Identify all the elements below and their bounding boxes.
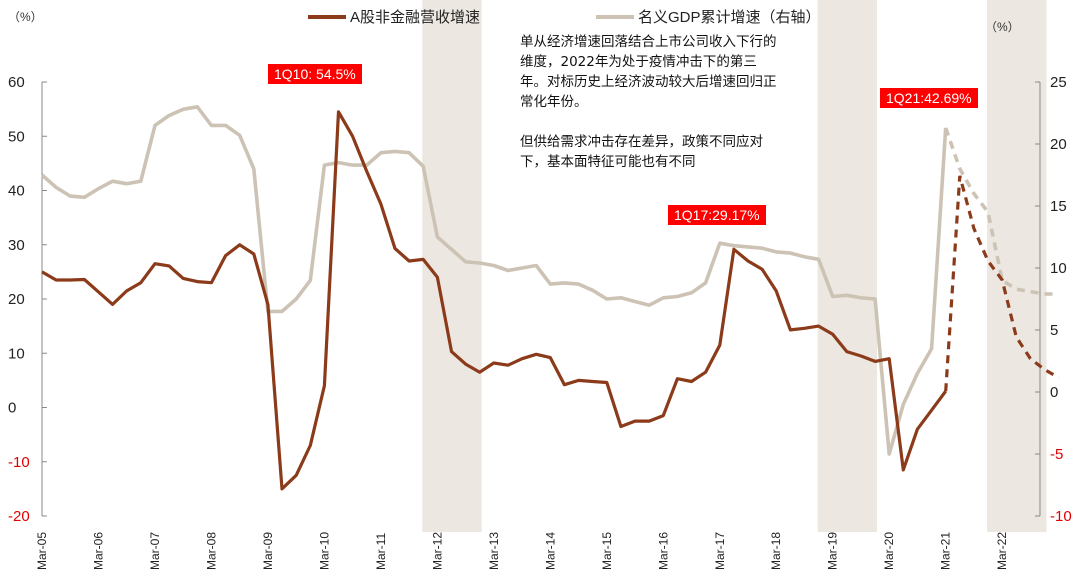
x-tick-label: Mar-22 (995, 532, 1009, 570)
left-tick-label: 60 (8, 74, 25, 91)
x-tick-label: Mar-18 (769, 532, 783, 570)
left-tick-label: 40 (8, 183, 25, 200)
shaded-period (817, 0, 878, 532)
series-line-revenue (41, 110, 947, 491)
right-tick-label: 15 (1050, 198, 1067, 215)
x-tick-label: Mar-13 (487, 532, 501, 570)
left-axis-unit: （%） (8, 10, 43, 24)
x-tick-label: Mar-08 (204, 532, 218, 570)
right-tick-label: -5 (1050, 446, 1063, 463)
note-paragraph-1: 单从经济增速回落结合上市公司收入下行的维度，2022年为处于疫情冲击下的第三年。… (520, 34, 777, 110)
legend-swatch-gdp (596, 14, 634, 19)
left-tick-label: 10 (8, 345, 25, 362)
right-tick-label: 10 (1050, 260, 1067, 277)
x-tick-label: Mar-15 (600, 532, 614, 570)
left-tick-label: 0 (8, 400, 16, 417)
left-tick-label: 50 (8, 128, 25, 145)
x-tick-label: Mar-10 (317, 532, 331, 570)
legend-swatch-revenue (308, 14, 346, 19)
x-tick-label: Mar-05 (35, 532, 49, 570)
commentary-note: 单从经济增速回落结合上市公司收入下行的维度，2022年为处于疫情冲击下的第三年。… (520, 32, 780, 192)
right-tick-label: 0 (1050, 384, 1058, 401)
shaded-period (422, 0, 482, 532)
right-axis-unit: （%） (985, 20, 1020, 34)
legend-label-gdp: 名义GDP累计增速（右轴） (638, 9, 821, 26)
legend-item-revenue: A股非金融营收增速 (308, 6, 480, 27)
x-tick-label: Mar-19 (826, 532, 840, 570)
x-tick-label: Mar-16 (656, 532, 670, 570)
legend-label-revenue: A股非金融营收增速 (350, 9, 481, 26)
left-tick-label: 30 (8, 237, 25, 254)
x-tick-label: Mar-14 (543, 532, 557, 570)
legend-item-gdp: 名义GDP累计增速（右轴） (596, 6, 821, 27)
left-tick-label: -10 (8, 454, 30, 471)
annotation-1q10: 1Q10: 54.5% (268, 64, 362, 84)
note-paragraph-2: 但供给需求冲击存在差异，政策不同应对下，基本面特征可能也有不同 (520, 134, 763, 170)
x-tick-label: Mar-21 (939, 532, 953, 570)
x-tick-label: Mar-11 (374, 533, 388, 570)
series-line-gdp (40, 105, 948, 456)
x-tick-label: Mar-06 (91, 532, 105, 570)
annotation-1q21: 1Q21:42.69% (880, 88, 978, 108)
left-tick-label: -20 (8, 508, 30, 525)
right-tick-label: 20 (1050, 136, 1067, 153)
x-tick-label: Mar-12 (430, 532, 444, 570)
left-tick-label: 20 (8, 291, 25, 308)
series-forecast-line-revenue (944, 175, 1060, 392)
shaded-period (987, 0, 1047, 532)
x-tick-label: Mar-09 (261, 532, 275, 570)
annotation-1q17: 1Q17:29.17% (668, 205, 766, 225)
right-tick-label: -10 (1050, 508, 1072, 525)
right-tick-label: 5 (1050, 322, 1058, 339)
right-tick-label: 25 (1050, 74, 1067, 91)
x-tick-label: Mar-07 (148, 532, 162, 570)
x-tick-label: Mar-20 (882, 532, 896, 570)
x-tick-label: Mar-17 (713, 532, 727, 570)
